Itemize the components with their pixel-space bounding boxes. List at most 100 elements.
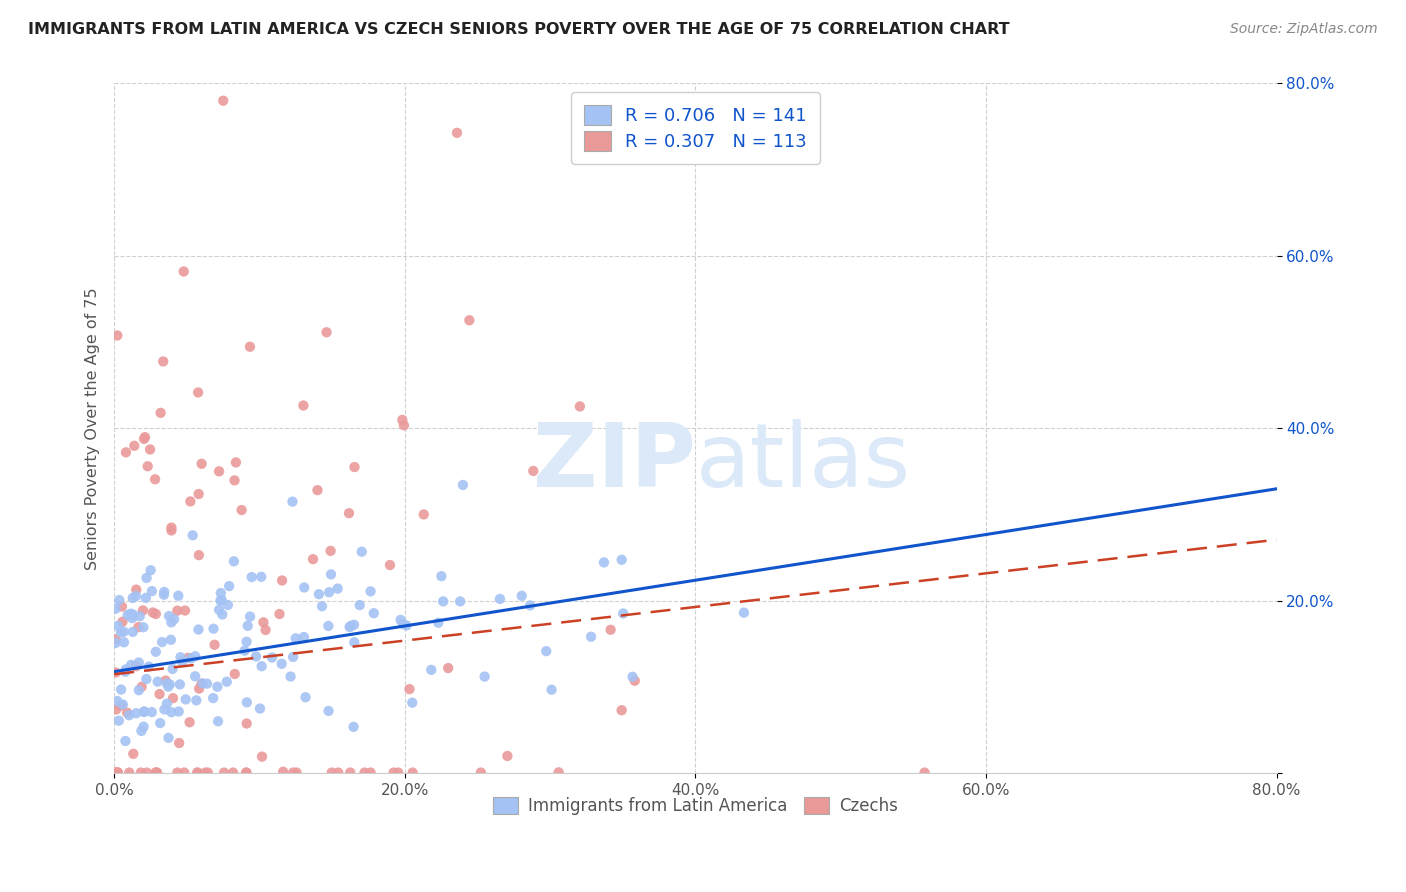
Point bbox=[519, 599, 541, 613]
Point bbox=[174, 603, 197, 617]
Point bbox=[166, 765, 188, 780]
Point bbox=[250, 659, 273, 673]
Point bbox=[250, 570, 273, 584]
Point bbox=[211, 607, 233, 622]
Point bbox=[134, 430, 156, 444]
Y-axis label: Seniors Poverty Over the Age of 75: Seniors Poverty Over the Age of 75 bbox=[86, 287, 100, 570]
Point bbox=[132, 603, 155, 617]
Point bbox=[105, 328, 128, 343]
Point bbox=[225, 455, 247, 469]
Point bbox=[285, 765, 308, 780]
Point bbox=[233, 643, 256, 657]
Point bbox=[181, 528, 204, 542]
Point bbox=[141, 705, 163, 719]
Point bbox=[125, 706, 148, 721]
Point bbox=[239, 340, 262, 354]
Point bbox=[240, 570, 263, 584]
Point bbox=[141, 584, 163, 599]
Point bbox=[135, 672, 157, 686]
Point bbox=[236, 619, 259, 633]
Point bbox=[187, 765, 209, 780]
Point bbox=[283, 765, 305, 780]
Point bbox=[271, 764, 294, 779]
Point bbox=[129, 765, 152, 780]
Point bbox=[307, 483, 329, 497]
Point bbox=[125, 659, 148, 673]
Point bbox=[139, 442, 162, 457]
Point bbox=[121, 611, 143, 625]
Point bbox=[474, 669, 496, 683]
Point bbox=[145, 765, 167, 780]
Point bbox=[308, 587, 330, 601]
Point bbox=[190, 677, 212, 691]
Point bbox=[579, 630, 602, 644]
Point bbox=[186, 693, 208, 707]
Point bbox=[111, 615, 134, 629]
Point bbox=[222, 554, 245, 568]
Point bbox=[207, 714, 229, 729]
Point bbox=[163, 612, 186, 626]
Point bbox=[125, 582, 148, 597]
Point bbox=[105, 765, 128, 780]
Point bbox=[207, 680, 229, 694]
Point bbox=[387, 765, 409, 780]
Point bbox=[187, 487, 209, 501]
Point bbox=[202, 691, 225, 706]
Point bbox=[401, 696, 423, 710]
Point bbox=[522, 464, 544, 478]
Point bbox=[437, 661, 460, 675]
Point bbox=[132, 620, 155, 634]
Point bbox=[318, 585, 340, 599]
Point bbox=[389, 613, 412, 627]
Point bbox=[120, 607, 142, 621]
Point bbox=[145, 607, 167, 621]
Point bbox=[342, 720, 364, 734]
Point bbox=[430, 569, 453, 583]
Point bbox=[191, 676, 214, 690]
Point bbox=[114, 663, 136, 677]
Point bbox=[177, 650, 200, 665]
Point bbox=[269, 607, 291, 621]
Point bbox=[145, 765, 167, 780]
Point bbox=[337, 506, 360, 520]
Point bbox=[135, 765, 157, 780]
Point bbox=[167, 705, 190, 719]
Point bbox=[139, 563, 162, 577]
Point bbox=[610, 553, 633, 567]
Point bbox=[187, 548, 209, 562]
Point bbox=[339, 620, 361, 634]
Point bbox=[104, 765, 127, 780]
Point bbox=[318, 619, 340, 633]
Point bbox=[104, 636, 127, 650]
Point bbox=[114, 665, 136, 679]
Point bbox=[392, 617, 415, 632]
Point bbox=[150, 635, 173, 649]
Point bbox=[160, 632, 183, 647]
Point bbox=[107, 765, 129, 780]
Point bbox=[155, 673, 177, 688]
Point bbox=[343, 460, 366, 475]
Point bbox=[186, 765, 208, 780]
Point bbox=[128, 683, 150, 698]
Point bbox=[224, 667, 246, 681]
Point bbox=[194, 765, 217, 780]
Point bbox=[149, 406, 172, 420]
Point bbox=[157, 680, 180, 694]
Point bbox=[360, 765, 382, 780]
Point bbox=[215, 674, 238, 689]
Point bbox=[360, 584, 382, 599]
Point bbox=[159, 677, 181, 691]
Point bbox=[115, 706, 138, 720]
Point bbox=[128, 609, 150, 624]
Point bbox=[118, 765, 141, 780]
Point bbox=[121, 591, 143, 605]
Point bbox=[392, 418, 415, 433]
Point bbox=[195, 676, 218, 690]
Point bbox=[496, 749, 519, 764]
Point bbox=[131, 680, 153, 694]
Point bbox=[157, 609, 180, 624]
Point bbox=[202, 622, 225, 636]
Text: Source: ZipAtlas.com: Source: ZipAtlas.com bbox=[1230, 22, 1378, 37]
Point bbox=[271, 574, 294, 588]
Point bbox=[222, 765, 245, 780]
